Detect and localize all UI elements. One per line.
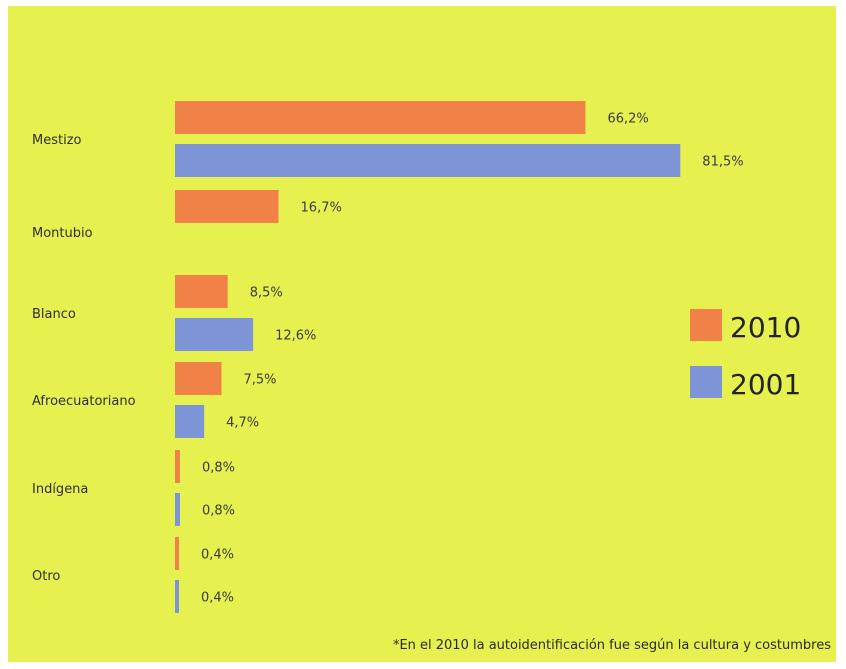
- bar-blanco-2001: [175, 318, 254, 351]
- category-label-indigena: Indígena: [32, 482, 88, 497]
- bar-otro-2010: [175, 537, 179, 570]
- bar-indigena-2001: [175, 493, 180, 526]
- value-label-indigena-2010: 0,8%: [202, 461, 235, 476]
- bar-afroecuatoriano-2001: [175, 405, 205, 438]
- legend-swatch-2010: [690, 309, 722, 341]
- footnote: *En el 2010 la autoidentificación fue se…: [393, 638, 831, 653]
- value-labels-group: 66,2% 81,5% 16,7% 8,5% 12,6% 7,5% 4,7% 0,8% 0,8%…: [201, 112, 744, 606]
- bar-indigena-2010: [175, 450, 180, 483]
- category-label-otro: Otro: [32, 569, 60, 584]
- value-label-indigena-2001: 0,8%: [202, 504, 235, 519]
- value-label-otro-2010: 0,4%: [201, 548, 234, 563]
- category-label-mestizo: Mestizo: [32, 133, 82, 148]
- category-label-blanco: Blanco: [32, 307, 76, 322]
- bar-afroecuatoriano-2010: [175, 362, 222, 395]
- value-label-mestizo-2010: 66,2%: [607, 112, 648, 127]
- legend: 2010 2001: [690, 309, 801, 401]
- bar-mestizo-2001: [175, 144, 681, 177]
- value-label-mestizo-2001: 81,5%: [702, 155, 743, 170]
- category-labels-group: Mestizo Montubio Blanco Afroecuatoriano Indí…: [32, 133, 136, 584]
- value-label-blanco-2010: 8,5%: [250, 286, 283, 301]
- category-label-montubio: Montubio: [32, 226, 93, 241]
- value-label-montubio-2010: 16,7%: [301, 201, 342, 216]
- category-label-afroecuatoriano: Afroecuatoriano: [32, 394, 136, 409]
- bar-montubio-2010: [175, 190, 279, 223]
- bar-mestizo-2010: [175, 101, 586, 134]
- value-label-blanco-2001: 12,6%: [275, 329, 316, 344]
- bar-otro-2001: [175, 580, 179, 613]
- legend-label-2010: 2010: [730, 311, 801, 344]
- legend-label-2001: 2001: [730, 368, 801, 401]
- legend-swatch-2001: [690, 366, 722, 398]
- value-label-otro-2001: 0,4%: [201, 591, 234, 606]
- bar-blanco-2010: [175, 275, 228, 308]
- bars-group: [175, 101, 681, 613]
- value-label-afroecuatoriano-2001: 4,7%: [226, 416, 259, 431]
- value-label-afroecuatoriano-2010: 7,5%: [244, 373, 277, 388]
